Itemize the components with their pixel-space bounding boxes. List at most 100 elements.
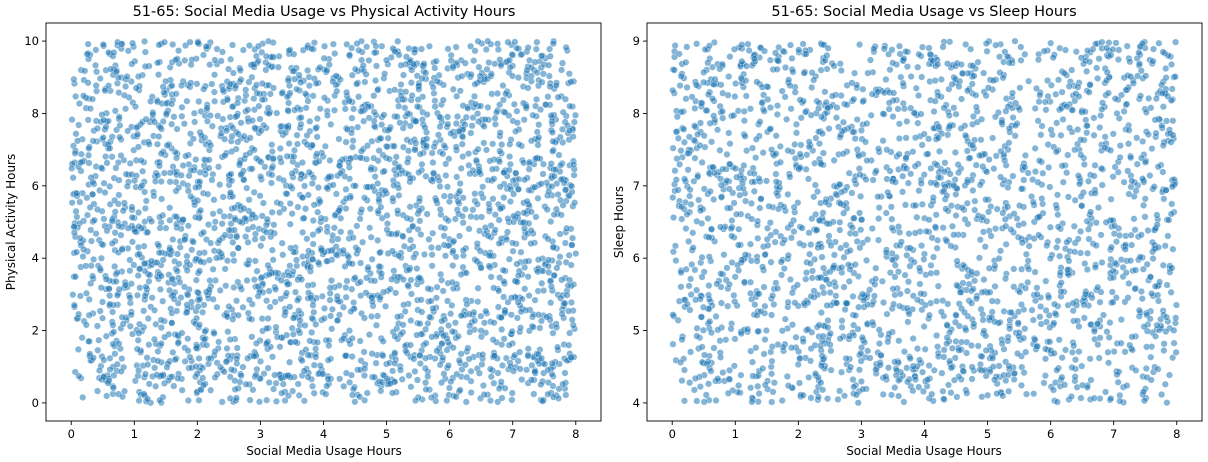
scatter-point: [1123, 100, 1131, 108]
scatter-point: [534, 268, 542, 276]
scatter-point: [136, 284, 144, 292]
scatter-point: [884, 338, 892, 346]
scatter-point: [89, 178, 97, 186]
scatter-point: [176, 278, 184, 286]
scatter-point: [968, 375, 976, 383]
scatter-point: [561, 95, 570, 103]
scatter-point: [776, 158, 785, 166]
scatter-point: [771, 238, 779, 246]
scatter-point: [252, 213, 260, 222]
scatter-point: [872, 167, 880, 175]
scatter-point: [432, 196, 440, 205]
scatter-point: [75, 121, 83, 129]
x-tick-label: 1: [131, 427, 138, 441]
scatter-point: [799, 391, 807, 399]
scatter-point: [275, 52, 283, 60]
scatter-point: [801, 108, 809, 116]
scatter-point: [836, 387, 844, 395]
scatter-point: [761, 336, 769, 344]
scatter-point: [193, 80, 201, 88]
scatter-point: [1117, 339, 1125, 347]
scatter-point: [1124, 167, 1132, 175]
scatter-point: [1076, 249, 1085, 257]
scatter-point: [461, 59, 469, 67]
scatter-point: [284, 372, 292, 380]
scatter-point: [283, 152, 291, 160]
scatter-point: [504, 38, 512, 46]
chart-panel-physical-activity: 51-65: Social Media Usage vs Physical Ac…: [4, 4, 602, 458]
scatter-point: [374, 236, 382, 244]
scatter-point: [232, 113, 240, 121]
scatter-point: [1033, 284, 1041, 292]
scatter-point: [539, 160, 548, 168]
scatter-point: [1075, 92, 1083, 101]
scatter-point: [129, 39, 137, 47]
scatter-point: [371, 76, 380, 85]
scatter-point: [1141, 195, 1149, 203]
scatter-point: [371, 373, 379, 381]
scatter-point: [1167, 210, 1175, 218]
scatter-point: [337, 214, 345, 222]
scatter-point: [513, 260, 521, 268]
scatter-point: [276, 154, 284, 162]
scatter-point: [671, 41, 679, 50]
scatter-point: [773, 110, 781, 118]
scatter-point: [550, 172, 558, 180]
scatter-point: [950, 231, 958, 239]
scatter-point: [685, 133, 693, 141]
scatter-point: [699, 326, 707, 334]
scatter-point: [802, 165, 810, 173]
scatter-point: [870, 45, 878, 53]
scatter-point: [787, 105, 795, 113]
scatter-point: [538, 78, 546, 86]
scatter-point: [875, 204, 883, 212]
scatter-point: [400, 301, 408, 309]
scatter-point: [449, 344, 457, 352]
scatter-point: [422, 69, 430, 77]
scatter-point: [272, 323, 280, 331]
scatter-point: [266, 303, 274, 311]
scatter-point: [332, 251, 340, 259]
scatter-point: [262, 324, 270, 333]
scatter-point: [429, 158, 437, 167]
scatter-point: [505, 56, 514, 64]
scatter-point: [786, 173, 794, 181]
scatter-point: [432, 57, 440, 65]
scatter-point: [482, 307, 490, 315]
scatter-point: [456, 386, 464, 394]
scatter-point: [279, 251, 287, 259]
scatter-point: [360, 348, 368, 356]
scatter-point: [204, 221, 213, 229]
scatter-point: [396, 366, 405, 374]
scatter-point: [76, 234, 84, 242]
scatter-point: [357, 259, 365, 267]
scatter-point: [361, 78, 369, 86]
x-tick-label: 8: [572, 427, 579, 441]
scatter-point: [693, 332, 701, 340]
scatter-point: [549, 147, 557, 155]
scatter-point: [1010, 369, 1019, 377]
scatter-point: [106, 366, 114, 374]
scatter-point: [1009, 113, 1017, 122]
scatter-point: [370, 154, 378, 162]
scatter-point: [1025, 242, 1033, 250]
scatter-point: [135, 329, 143, 337]
scatter-point: [367, 165, 375, 174]
scatter-point: [324, 356, 332, 364]
scatter-point: [128, 238, 136, 246]
scatter-point: [293, 140, 302, 148]
scatter-point: [263, 396, 271, 404]
scatter-point: [737, 330, 745, 338]
scatter-point: [456, 179, 464, 188]
scatter-point: [143, 354, 151, 362]
scatter-point: [87, 226, 95, 234]
scatter-point: [768, 370, 776, 378]
scatter-point: [457, 350, 465, 358]
scatter-point: [516, 365, 524, 373]
scatter-point: [337, 228, 345, 236]
scatter-point: [1068, 348, 1076, 356]
scatter-point: [366, 205, 374, 213]
scatter-point: [131, 177, 139, 185]
scatter-point: [725, 366, 734, 374]
scatter-point: [1116, 153, 1124, 161]
